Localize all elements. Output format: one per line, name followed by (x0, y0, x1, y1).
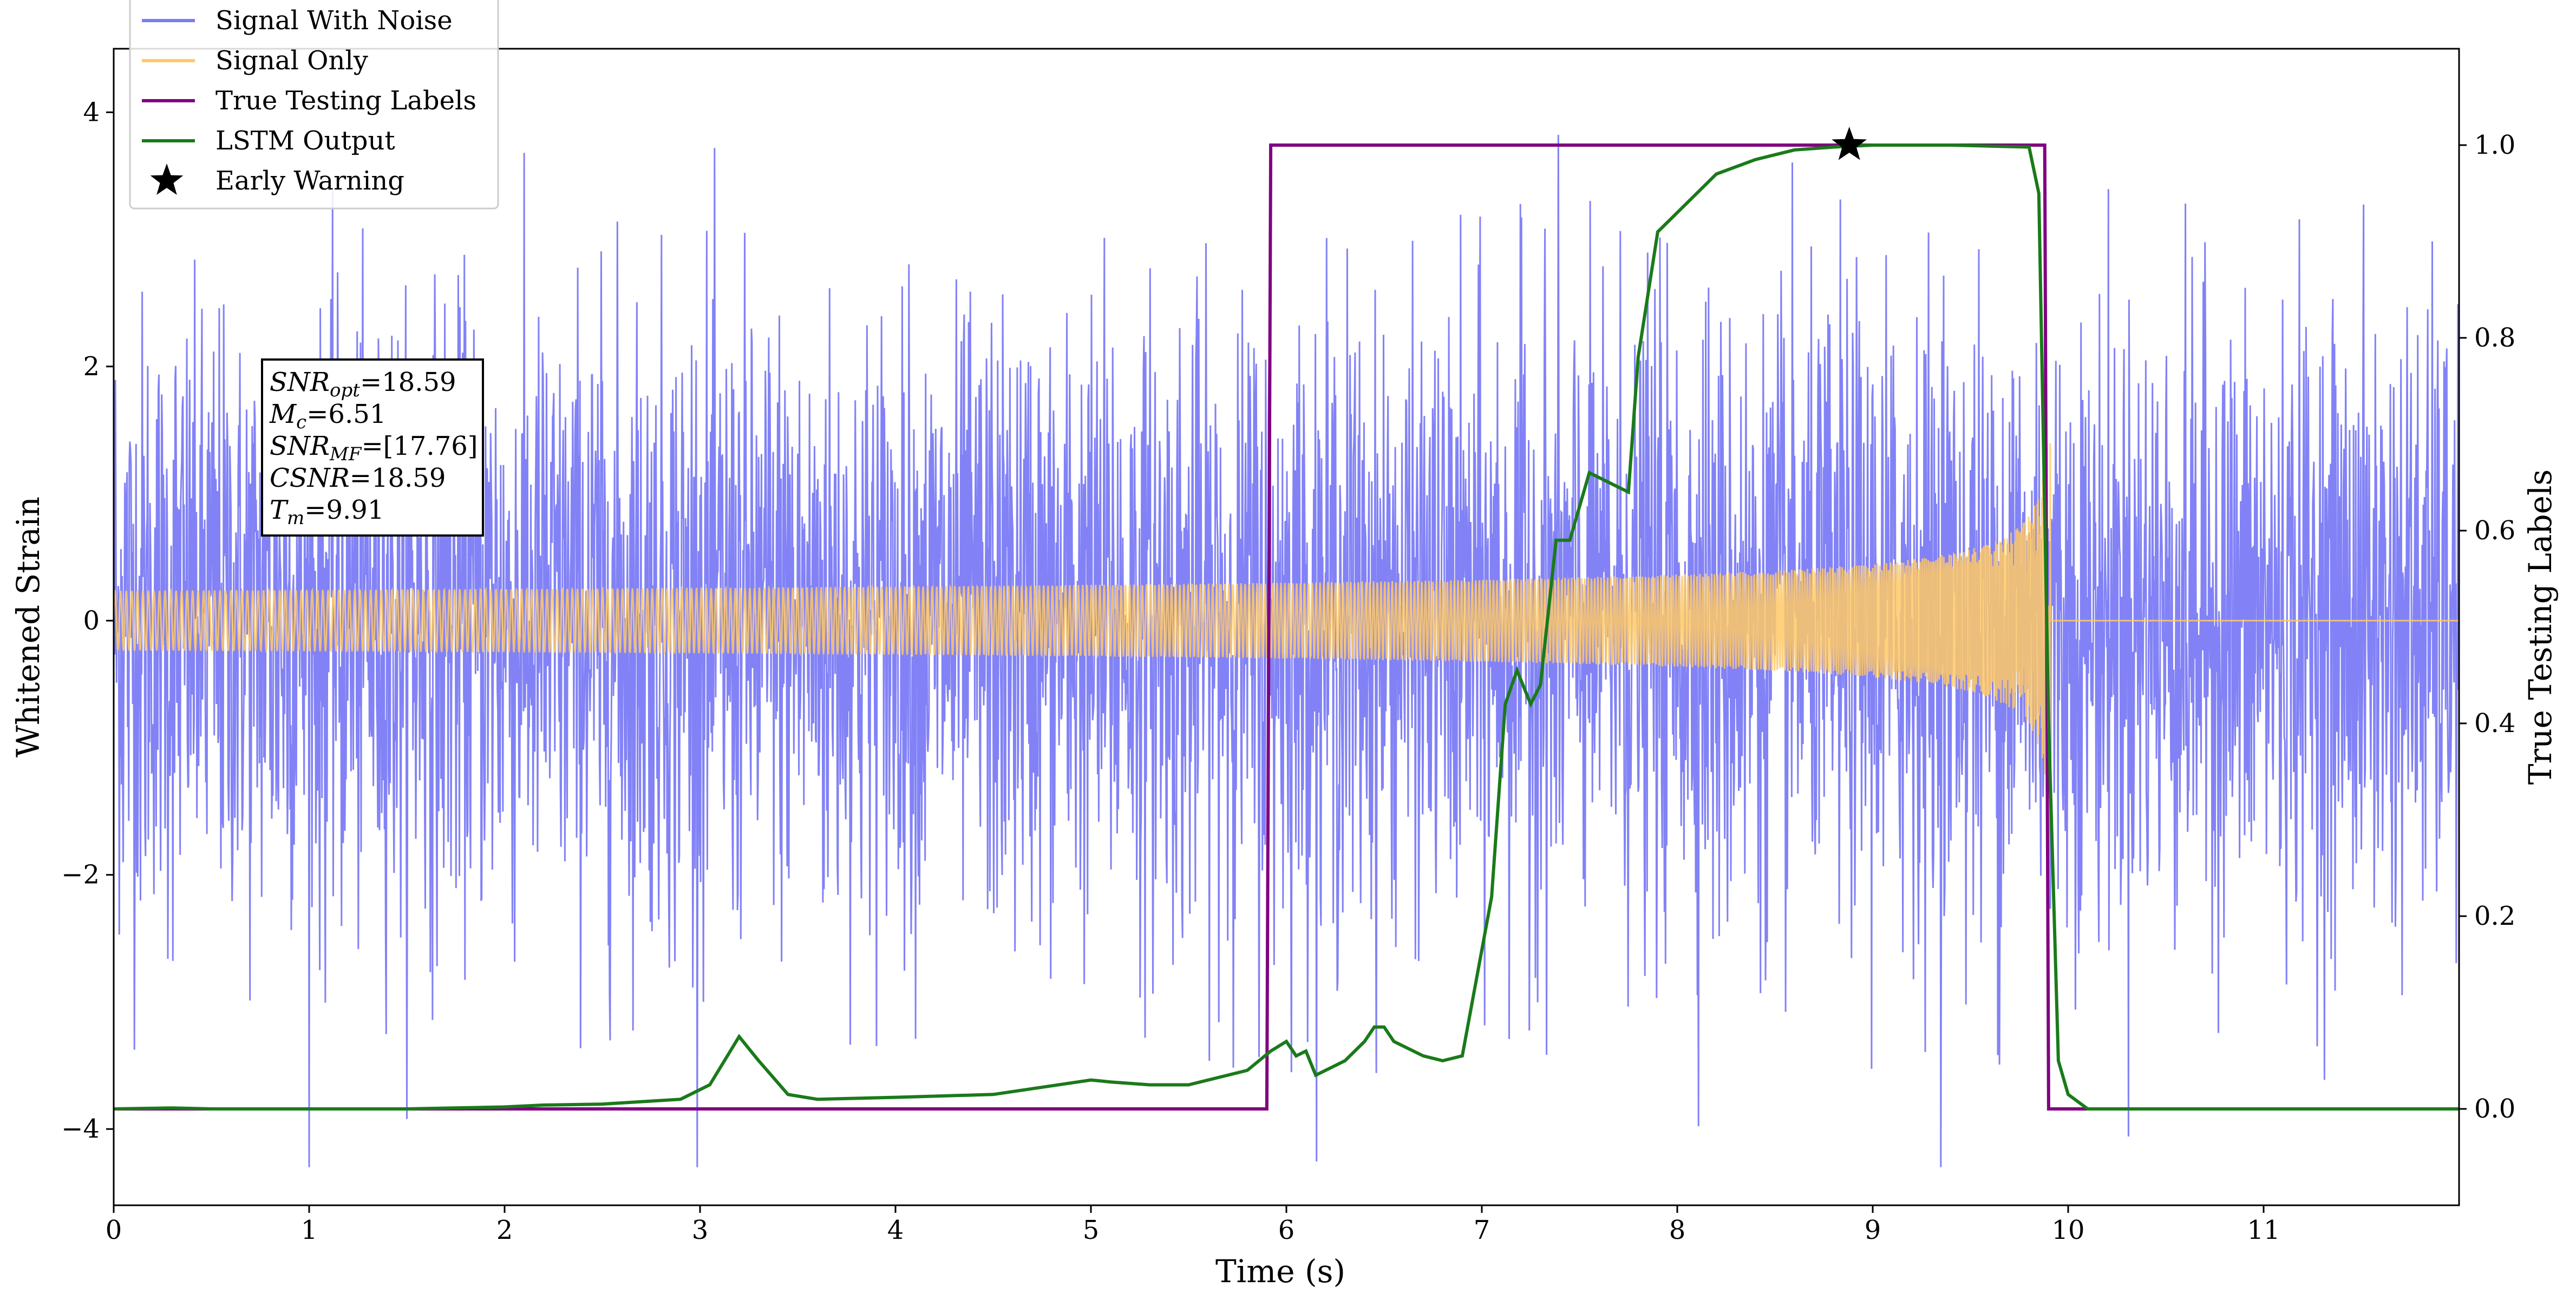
series-signal-with-noise-line (114, 135, 2459, 1167)
y-tick-label: 0 (83, 605, 100, 636)
legend-label-signal-with-noise: Signal With Noise (215, 5, 453, 36)
x-tick-label: 6 (1278, 1215, 1295, 1245)
y-tick-label: −4 (61, 1114, 100, 1144)
parameter-annotation-line: SNRMF=[17.76] (270, 431, 478, 465)
parameter-annotation-box: SNRopt=18.59Mc=6.51SNRMF=[17.76]CSNR=18.… (261, 358, 484, 537)
x-axis: 0 1 2 3 4 5 6 7 8 9 10 11 (106, 1205, 2280, 1245)
series-signal-only-line (114, 443, 2459, 798)
y-tick-label: 2 (83, 351, 100, 382)
x-tick-label: 11 (2247, 1215, 2280, 1245)
x-tick-label: 10 (2051, 1215, 2084, 1245)
y-axis-right-title: True Testing Labels (2522, 469, 2559, 785)
legend-label-true-testing-labels: True Testing Labels (215, 86, 476, 116)
y2-tick-label: 0.8 (2474, 323, 2515, 353)
x-tick-label: 1 (301, 1215, 318, 1245)
parameter-annotation-lines: SNRopt=18.59Mc=6.51SNRMF=[17.76]CSNR=18.… (269, 367, 478, 529)
y-tick-label: −2 (61, 860, 100, 890)
y-axis-left-title: Whitened Strain (10, 497, 47, 758)
x-axis-title: Time (s) (1215, 1253, 1345, 1290)
legend-items: Signal With Noise Signal Only True Testing… (142, 5, 476, 196)
parameter-annotation-line: Mc=6.51 (269, 399, 386, 433)
y2-tick-label: 0.2 (2474, 901, 2515, 931)
legend-label-early-warning: Early Warning (215, 166, 404, 196)
legend: Signal With Noise Signal Only True Testing… (129, 0, 499, 210)
parameter-annotation-line: Tm=9.91 (270, 495, 384, 529)
x-tick-label: 0 (106, 1215, 122, 1245)
x-tick-label: 5 (1083, 1215, 1100, 1245)
x-tick-label: 7 (1474, 1215, 1490, 1245)
x-tick-label: 8 (1669, 1215, 1686, 1245)
y2-tick-label: 0.4 (2474, 708, 2515, 739)
x-tick-label: 3 (692, 1215, 709, 1245)
parameter-annotation-frame (261, 358, 484, 537)
legend-frame (129, 0, 499, 210)
parameter-annotation-line: SNRopt=18.59 (270, 367, 456, 401)
y-axis-left: −4 −2 0 2 4 (61, 97, 114, 1144)
series-lstm-output-line (114, 143, 2459, 1111)
x-tick-label: 2 (496, 1215, 513, 1245)
y2-tick-label: 0.0 (2474, 1094, 2515, 1124)
parameter-annotation-line: CSNR=18.59 (270, 463, 446, 493)
y2-tick-label: 0.6 (2474, 515, 2515, 546)
series-layer (114, 127, 2459, 1167)
y-tick-label: 4 (83, 97, 100, 127)
x-tick-label: 4 (887, 1215, 904, 1245)
y2-tick-label: 1.0 (2474, 130, 2515, 160)
x-tick-label: 9 (1865, 1215, 1881, 1245)
y-axis-right: 0.0 0.2 0.4 0.6 0.8 1.0 (2459, 130, 2515, 1124)
legend-label-signal-only: Signal Only (215, 45, 368, 76)
legend-star-marker (150, 164, 184, 195)
early-warning-star-marker (1832, 127, 1867, 160)
legend-label-lstm-output: LSTM Output (215, 126, 395, 156)
